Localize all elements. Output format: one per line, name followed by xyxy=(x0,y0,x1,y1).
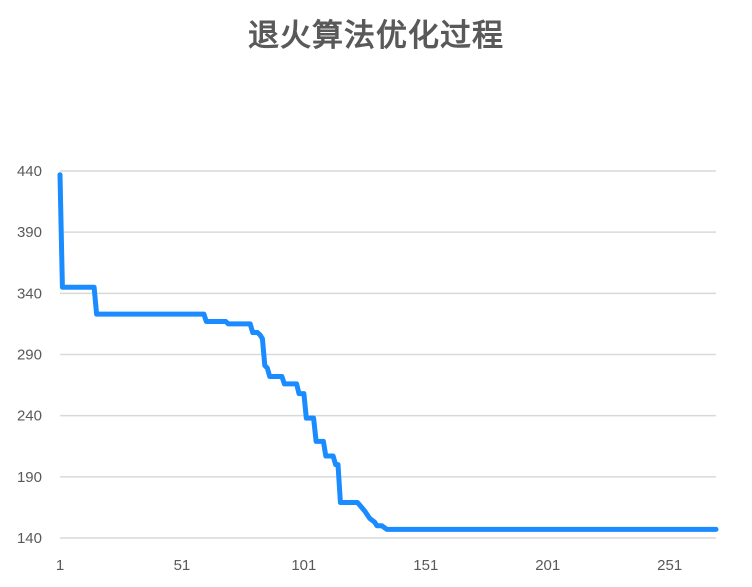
y-tick-label: 390 xyxy=(17,224,42,241)
x-tick-label: 51 xyxy=(174,557,191,574)
series-group xyxy=(57,172,719,532)
y-tick-label: 290 xyxy=(17,347,42,364)
x-axis-ticks: 1 51 101 151 201 251 xyxy=(56,557,682,574)
x-tick-label: 251 xyxy=(657,557,682,574)
y-tick-label: 440 xyxy=(17,163,42,180)
x-tick-label: 151 xyxy=(413,557,438,574)
y-tick-label: 240 xyxy=(17,408,42,425)
y-tick-label: 190 xyxy=(17,469,42,486)
grid-lines xyxy=(60,170,716,539)
y-tick-label: 340 xyxy=(17,285,42,302)
series-line-1 xyxy=(57,172,719,532)
chart-title: 退火算法优化过程 xyxy=(248,18,504,54)
x-tick-label: 1 xyxy=(56,557,64,574)
y-axis-ticks: 140 190 240 290 340 390 440 xyxy=(17,163,42,547)
x-tick-label: 201 xyxy=(535,557,560,574)
x-tick-label: 101 xyxy=(291,557,316,574)
y-tick-label: 140 xyxy=(17,530,42,547)
